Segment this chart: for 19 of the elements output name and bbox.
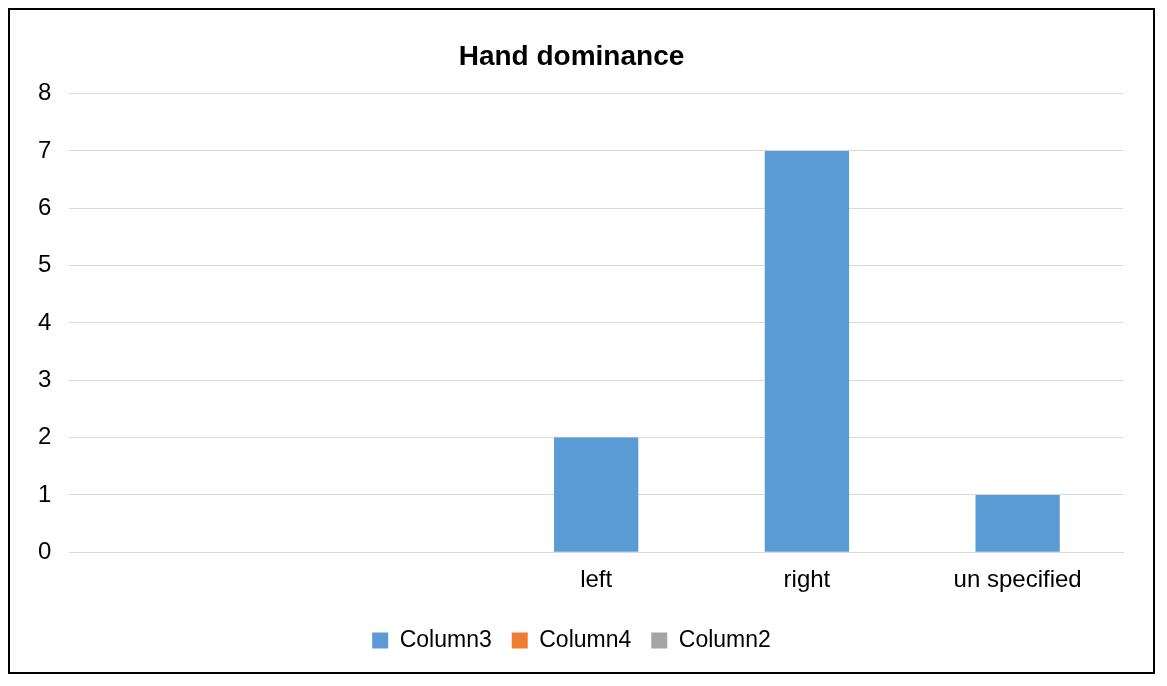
- x-tick-label: un specified: [953, 565, 1082, 593]
- bar: [554, 437, 639, 552]
- y-tick-label: 0: [37, 536, 52, 564]
- y-tick-label: 2: [37, 422, 52, 450]
- chart-title: Hand dominance: [458, 39, 685, 71]
- y-tick-label: 5: [37, 250, 52, 278]
- legend-label: Column2: [678, 625, 771, 652]
- legend-label: Column3: [399, 625, 492, 652]
- y-tick-label: 8: [37, 78, 52, 106]
- y-tick-label: 4: [37, 307, 52, 335]
- bar: [975, 494, 1060, 552]
- legend-label: Column4: [539, 625, 632, 652]
- bar: [764, 150, 850, 552]
- x-tick-label: left: [580, 565, 613, 593]
- x-tick-label: right: [783, 565, 831, 593]
- y-tick-label: 7: [37, 135, 52, 163]
- y-tick-label: 1: [37, 479, 52, 507]
- y-tick-label: 3: [37, 364, 52, 392]
- y-tick-label: 6: [37, 192, 52, 220]
